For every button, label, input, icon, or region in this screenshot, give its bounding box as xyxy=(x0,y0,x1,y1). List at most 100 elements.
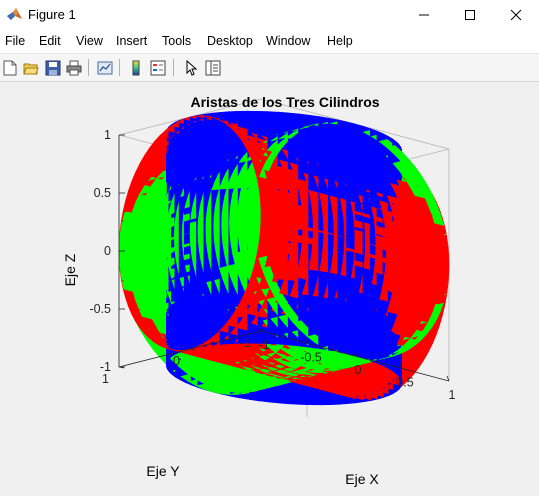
surface-patch xyxy=(178,324,185,341)
menu-insert[interactable]: Insert xyxy=(116,34,148,48)
chart-title: Aristas de los Tres Cilindros xyxy=(190,94,379,110)
surface-patch xyxy=(189,128,197,144)
save-button[interactable] xyxy=(43,58,62,77)
menu-tools[interactable]: Tools xyxy=(162,34,192,48)
surface-patch xyxy=(387,354,393,372)
surface-patch xyxy=(299,391,311,406)
print-button[interactable] xyxy=(64,58,83,77)
x-tick xyxy=(399,363,403,369)
menu-view[interactable]: View xyxy=(76,34,103,48)
surface-patch xyxy=(183,219,191,236)
close-button[interactable] xyxy=(493,0,539,30)
surface-patch xyxy=(327,156,338,172)
surface-patch xyxy=(203,125,212,141)
surface-patch xyxy=(257,123,269,138)
colorbar-button[interactable] xyxy=(126,58,145,77)
surface-patch xyxy=(196,281,205,297)
surface-patch xyxy=(183,322,191,339)
surface-patch xyxy=(277,111,289,127)
surface-patch xyxy=(269,388,281,404)
surface-patch xyxy=(178,311,185,328)
surface-patch xyxy=(219,150,230,165)
surface-patch xyxy=(337,184,347,200)
surface-patch xyxy=(308,295,319,311)
surface-patch xyxy=(327,336,338,353)
menu-window[interactable]: Window xyxy=(266,34,311,48)
toolbar-separator xyxy=(173,59,174,76)
surface-patch xyxy=(318,309,329,325)
menu-desktop[interactable]: Desktop xyxy=(207,34,253,48)
surface-patch xyxy=(346,314,356,331)
surface-patch xyxy=(174,326,180,343)
surface-patch xyxy=(189,321,197,337)
surface-patch xyxy=(327,311,338,327)
surface-patch xyxy=(171,315,176,332)
new-figure-icon xyxy=(3,60,16,75)
menu-help[interactable]: Help xyxy=(327,34,353,48)
surface-patch xyxy=(171,173,176,190)
legend-button[interactable] xyxy=(148,58,167,77)
surface-patch xyxy=(298,294,309,309)
surface-patch xyxy=(354,149,364,166)
surface-patch xyxy=(346,276,356,292)
surface-patch xyxy=(327,324,338,340)
surface-patch xyxy=(189,153,197,169)
surface-patch xyxy=(362,306,371,323)
surface-patch xyxy=(171,134,176,151)
surface-patch xyxy=(362,319,371,336)
surface-patch xyxy=(362,332,371,349)
new-figure-button[interactable] xyxy=(0,58,19,77)
surface-patch xyxy=(183,335,191,352)
surface-patch xyxy=(178,156,185,173)
x-tick xyxy=(446,375,450,382)
surface-patch xyxy=(346,160,356,176)
link-plot-button[interactable] xyxy=(95,58,114,77)
axes-3d[interactable]: -1-0.500.51-1-0.500.51-101 Aristas de lo… xyxy=(0,82,539,496)
surface-patch xyxy=(354,304,364,320)
open-file-button[interactable] xyxy=(21,58,40,77)
surface-patch xyxy=(196,320,205,335)
surface-patch xyxy=(178,259,185,276)
surface-patch xyxy=(174,287,180,304)
pointer-button[interactable] xyxy=(181,58,200,77)
surface-patch xyxy=(354,162,364,179)
x-tick-label: 1 xyxy=(449,388,456,402)
surface-patch xyxy=(219,137,230,152)
surface-patch xyxy=(337,287,347,303)
menu-edit[interactable]: Edit xyxy=(39,34,61,48)
surface-patch xyxy=(203,267,212,283)
surface-patch xyxy=(337,145,347,161)
surface-patch xyxy=(211,318,221,333)
surface-patch xyxy=(189,282,197,298)
surface-patch xyxy=(308,153,319,169)
menu-file[interactable]: File xyxy=(5,34,26,48)
surface-patch xyxy=(337,325,347,342)
axis-ticks: -1-0.500.51-1-0.500.51-101 xyxy=(89,128,455,402)
figure-canvas[interactable]: -1 -0.5 0 0.5 1 -1 -0.5 0 0.5 1 -1 0 1 Aristas de lo… xyxy=(0,82,539,496)
surface-patch xyxy=(219,291,230,307)
surface-patch xyxy=(174,274,180,291)
surface-patch xyxy=(327,130,338,147)
surface-patch xyxy=(211,305,221,320)
open-file-icon xyxy=(22,63,39,74)
maximize-button[interactable] xyxy=(447,0,493,30)
surface-patch xyxy=(228,291,239,306)
window-title: Figure 1 xyxy=(28,7,76,22)
property-inspector-button[interactable] xyxy=(203,58,222,77)
surface-patch xyxy=(196,294,205,310)
surface-patch xyxy=(189,140,197,157)
surface-patch xyxy=(174,300,180,317)
surface-patch xyxy=(298,139,309,155)
y-tick xyxy=(260,330,267,333)
y-tick xyxy=(189,348,196,351)
three-cylinders-surface xyxy=(118,110,450,406)
surface-patch xyxy=(346,121,356,138)
surface-patch xyxy=(327,117,338,134)
x-tick xyxy=(305,338,309,344)
surface-patch xyxy=(203,112,212,128)
surface-patch xyxy=(183,142,191,158)
surface-patch xyxy=(183,129,191,145)
minimize-button[interactable] xyxy=(401,0,447,30)
surface-patch xyxy=(196,268,205,284)
surface-patch xyxy=(327,298,338,314)
